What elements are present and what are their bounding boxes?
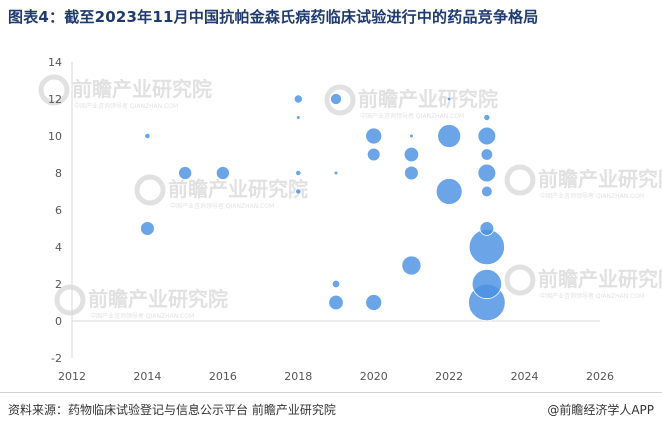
x-tick-label: 2012 (58, 370, 86, 383)
watermark-text: 前瞻产业研究院 (72, 77, 212, 101)
source-note: 资料来源：药物临床试验登记与信息公示平台 前瞻产业研究院 (8, 403, 336, 417)
x-tick-label: 2014 (133, 370, 161, 383)
bubble-point (295, 169, 302, 177)
watermark-text: 前瞻产业研究院 (88, 287, 228, 311)
watermark-text: 前瞻产业研究院 (358, 87, 498, 111)
watermark-logo-icon (54, 284, 86, 316)
bubble-point (437, 124, 462, 148)
x-tick-label: 2016 (209, 370, 237, 383)
y-tick-label: 12 (48, 93, 62, 106)
y-tick-label: -2 (51, 352, 62, 365)
y-tick-label: 10 (48, 130, 62, 143)
bubble-point (483, 114, 491, 121)
y-tick-label: 2 (55, 278, 62, 291)
watermark-logo-icon (38, 74, 70, 106)
bubble-point (403, 146, 420, 163)
x-tick-label: 2018 (284, 370, 312, 383)
watermark-subtext: 中国产业咨询领导者 QIANZHAN.COM (540, 292, 644, 300)
bubble-point (477, 126, 497, 146)
y-tick-label: 14 (48, 56, 62, 69)
y-tick-label: 8 (55, 167, 62, 180)
watermark-text: 前瞻产业研究院 (538, 167, 662, 191)
bubble-point (293, 94, 303, 104)
bubble-point (295, 188, 302, 195)
footer-divider (0, 392, 662, 393)
bubbles (140, 93, 506, 322)
y-tick-labels: -2 0 2 4 6 8 10 12 14 (48, 56, 62, 365)
y-tick-label: 6 (55, 204, 62, 217)
bubble-point (215, 166, 230, 180)
x-tick-label: 2022 (435, 370, 463, 383)
watermark-text: 前瞻产业研究院 (538, 267, 662, 291)
watermark-subtext: 中国产业咨询领导者 QIANZHAN.COM (74, 102, 178, 110)
bubble-point (295, 115, 301, 120)
bubble-point (331, 279, 341, 289)
watermark-logo-icon (324, 84, 356, 116)
axes (71, 62, 600, 358)
bubble-point (471, 268, 502, 300)
x-tick-label: 2020 (360, 370, 388, 383)
bubble-point (477, 163, 497, 183)
bubble-point (366, 147, 381, 162)
bubble-point (178, 166, 193, 180)
watermark-logo-icon (134, 174, 166, 206)
bubble-point (446, 96, 452, 102)
chart-title: 图表4：截至2023年11月中国抗帕金森氏病药临床试验进行中的药品竞争格局 (8, 8, 539, 26)
bubble-point (330, 93, 342, 105)
bubble-point (409, 133, 414, 139)
x-tick-label: 2024 (511, 370, 539, 383)
watermark-subtext: 中国产业咨询领导者 QIANZHAN.COM (540, 192, 644, 200)
watermark-logo-icon (504, 164, 536, 196)
watermark-logo-icon (504, 264, 536, 296)
bubble-point (365, 127, 383, 145)
bubble-point (144, 132, 151, 140)
bubble-point (435, 178, 463, 205)
bubble-point (365, 294, 383, 311)
watermark-text: 前瞻产业研究院 (168, 177, 308, 201)
bubble-point (140, 221, 155, 236)
bubble-point (479, 221, 495, 236)
watermark-subtext: 中国产业咨询领导者 QIANZHAN.COM (90, 312, 194, 320)
y-tick-label: 0 (55, 315, 62, 328)
x-tick-labels: 2012 2014 2016 2018 2020 2022 2024 2026 (58, 370, 614, 383)
bubble-point (333, 170, 339, 176)
bubble-point (480, 148, 494, 161)
watermark-subtext: 中国产业咨询领导者 QIANZHAN.COM (170, 202, 274, 210)
bubble-point (404, 165, 419, 181)
y-tick-label: 4 (55, 241, 62, 254)
brand-label: @前瞻经济学人APP (547, 403, 654, 417)
bubble-point (481, 185, 493, 198)
bubble-point (328, 294, 344, 311)
bubble-point (401, 255, 422, 276)
watermark-subtext: 中国产业咨询领导者 QIANZHAN.COM (360, 112, 464, 120)
x-tick-label: 2026 (586, 370, 614, 383)
